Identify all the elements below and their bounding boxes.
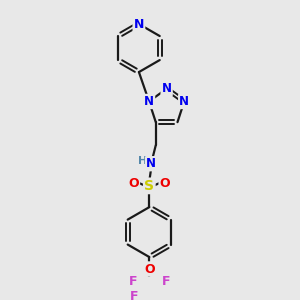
Text: O: O: [128, 177, 139, 190]
Text: F: F: [128, 275, 137, 289]
Text: N: N: [162, 82, 172, 95]
Text: F: F: [130, 290, 139, 300]
Text: S: S: [144, 179, 154, 193]
Text: N: N: [146, 157, 156, 170]
Text: F: F: [162, 275, 170, 289]
Text: N: N: [134, 17, 144, 31]
Text: O: O: [160, 177, 170, 190]
Text: O: O: [144, 262, 154, 275]
Text: H: H: [138, 156, 148, 166]
Text: N: N: [144, 95, 154, 108]
Text: N: N: [179, 95, 189, 108]
